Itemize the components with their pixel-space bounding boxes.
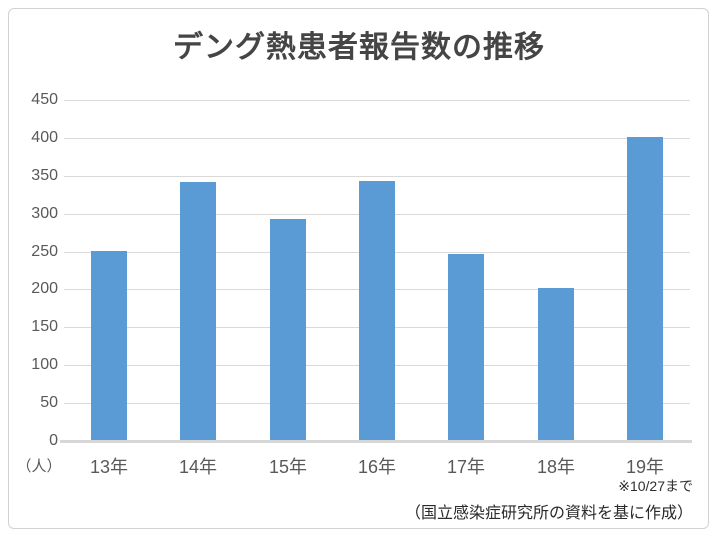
x-axis-label-16年: 16年 (357, 457, 397, 477)
chart-title: デング熱患者報告数の推移 (173, 31, 545, 64)
y-axis-tick-label: 350 (31, 167, 58, 184)
x-axis-label-15年: 15年 (268, 457, 308, 477)
y-axis-tick-label: 250 (31, 243, 58, 260)
x-axis-label-13年: 13年 (89, 457, 129, 477)
gridline (64, 100, 690, 101)
chart-bar-15年 (270, 219, 306, 440)
y-axis-tick-label: 400 (31, 129, 58, 146)
y-axis-tick-label: 0 (49, 432, 58, 449)
gridline (64, 176, 690, 177)
chart-bar-16年 (359, 181, 395, 440)
x-axis-label-19年: 19年 (625, 457, 665, 477)
x-axis-line (60, 440, 692, 443)
y-axis-tick-label: 100 (31, 356, 58, 373)
footnote-source: （国立感染症研究所の資料を基に作成） (404, 505, 693, 522)
x-axis-label-17年: 17年 (446, 457, 486, 477)
y-axis-tick-label: 50 (40, 394, 58, 411)
x-axis-label-18年: 18年 (536, 457, 576, 477)
y-axis-tick-label: 450 (31, 91, 58, 108)
footnote-period: ※10/27まで (618, 478, 693, 494)
chart-bar-17年 (448, 254, 484, 440)
chart-bar-14年 (180, 182, 216, 440)
gridline (64, 138, 690, 139)
chart-bar-19年 (627, 137, 663, 440)
x-axis-label-14年: 14年 (178, 457, 218, 477)
chart-bar-18年 (538, 288, 574, 440)
chart-bar-13年 (91, 251, 127, 440)
y-axis-tick-label: 200 (31, 280, 58, 297)
y-axis-tick-label: 150 (31, 318, 58, 335)
footnotes: ※10/27まで （国立感染症研究所の資料を基に作成） (405, 476, 693, 523)
y-axis-tick-label: 300 (31, 205, 58, 222)
y-axis-unit-label: （人） (16, 458, 62, 475)
